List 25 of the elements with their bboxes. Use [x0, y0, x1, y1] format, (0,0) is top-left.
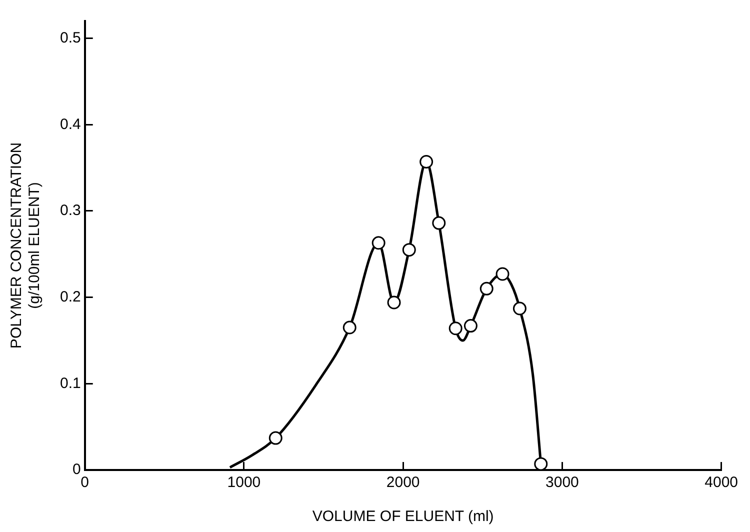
x-tick-label: 1000: [227, 474, 261, 492]
x-tick-label: 4000: [704, 474, 738, 492]
point: [342, 320, 356, 334]
x-axis-title: VOLUME OF ELUENT (ml): [312, 508, 494, 526]
y-tick-label: 0: [72, 461, 81, 478]
point: [534, 457, 548, 470]
point: [420, 154, 434, 168]
y-tick-label: 0.1: [60, 374, 81, 392]
point: [372, 236, 386, 250]
point: [402, 243, 416, 257]
point: [512, 302, 526, 316]
point: [387, 296, 401, 310]
point: [496, 267, 510, 281]
x-tick-label: 2000: [386, 474, 420, 492]
point: [448, 322, 462, 336]
y-tick-label: 0.5: [60, 29, 81, 46]
y-axis-title: POLYMER CONCENTRATION (g/100ml ELUENT): [8, 142, 44, 349]
x-tick-label: 3000: [546, 474, 579, 492]
point: [432, 216, 446, 230]
point: [480, 282, 494, 296]
y-tick-label: 0.3: [60, 202, 81, 220]
y-tick-label: 0.4: [60, 116, 81, 133]
point: [268, 431, 282, 445]
point: [464, 319, 478, 333]
y-tick-label: 0.2: [60, 288, 81, 306]
